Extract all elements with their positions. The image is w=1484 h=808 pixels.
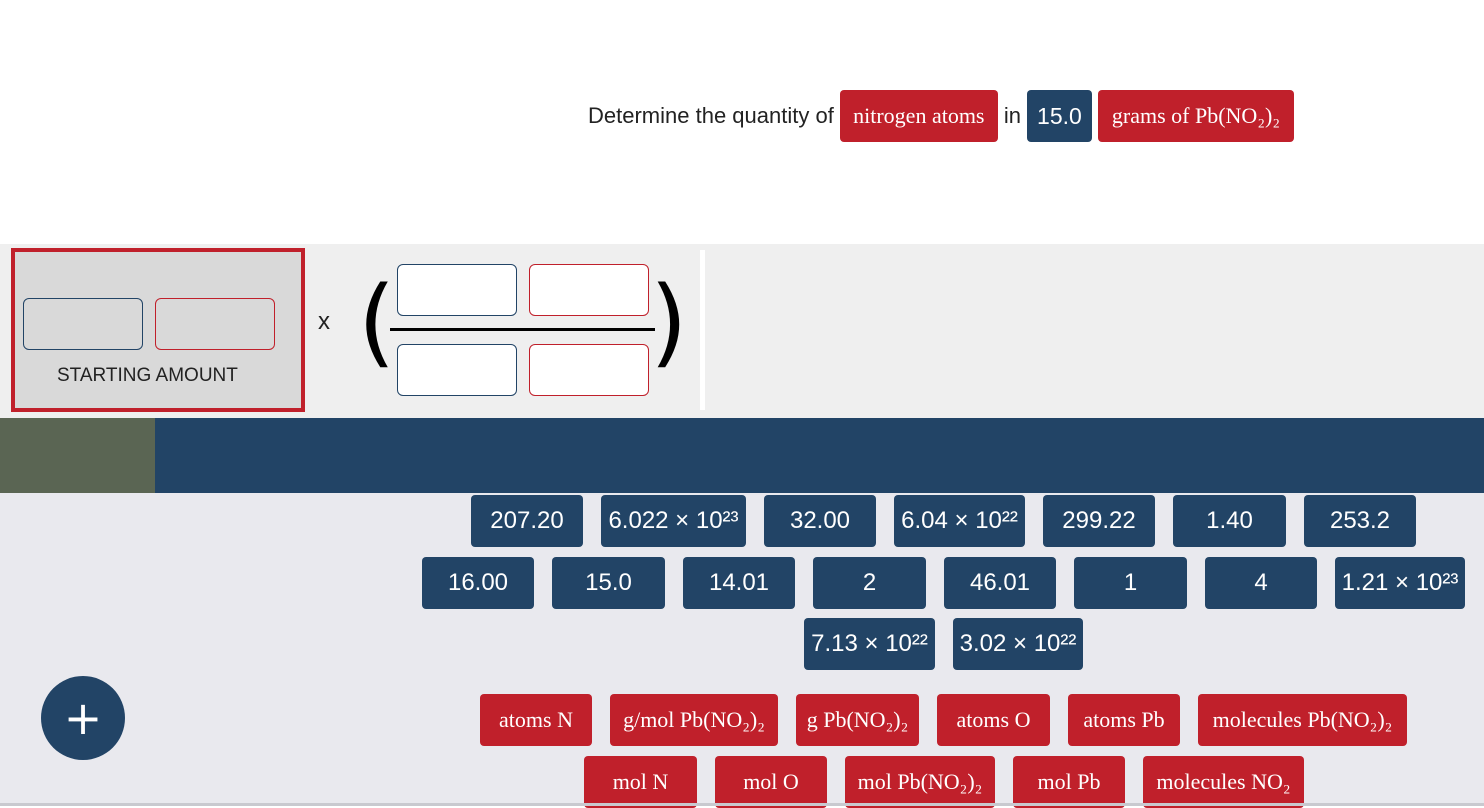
number-tile[interactable]: 1.40 — [1173, 495, 1286, 547]
question-prefix: Determine the quantity of — [588, 103, 834, 128]
unit-tile[interactable]: atoms N — [480, 694, 592, 746]
unit-tile[interactable]: mol O — [715, 756, 827, 808]
number-tile[interactable]: 6.04 × 10²² — [894, 495, 1025, 547]
number-tile[interactable]: 3.02 × 10²² — [953, 618, 1083, 670]
given-unit-tag: grams of Pb(NO₂)₂ — [1097, 90, 1294, 142]
tray-bottom-border — [0, 803, 1484, 806]
unit-tile[interactable]: mol Pb(NO₂)₂ — [845, 756, 995, 808]
unit-tile[interactable]: atoms O — [937, 694, 1050, 746]
unit-tile[interactable]: atoms Pb — [1068, 694, 1180, 746]
target-unit-tag: nitrogen atoms — [839, 90, 998, 142]
workspace-divider — [700, 250, 705, 410]
starting-amount-unit-slot[interactable] — [155, 298, 275, 350]
fraction-bar — [390, 328, 655, 331]
denominator-unit-slot[interactable] — [529, 344, 649, 396]
number-tile[interactable]: 2 — [813, 557, 926, 609]
number-tile[interactable]: 4 — [1205, 557, 1317, 609]
given-amount-tag: 15.0 — [1026, 90, 1092, 142]
plus-icon: + — [63, 691, 103, 745]
unit-tile[interactable]: g/mol Pb(NO₂)₂ — [610, 694, 778, 746]
number-tile[interactable]: 299.22 — [1043, 495, 1155, 547]
number-tile[interactable]: 15.0 — [552, 557, 665, 609]
unit-tile[interactable]: molecules NO₂ — [1143, 756, 1304, 808]
right-parenthesis: ) — [650, 266, 688, 378]
left-parenthesis: ( — [358, 266, 396, 378]
multiply-operator: x — [318, 308, 330, 335]
number-tile[interactable]: 253.2 — [1304, 495, 1416, 547]
number-tile[interactable]: 6.022 × 10²³ — [601, 495, 746, 547]
numerator-value-slot[interactable] — [397, 264, 517, 316]
number-tile[interactable]: 1 — [1074, 557, 1187, 609]
numerator-unit-slot[interactable] — [529, 264, 649, 316]
number-tile[interactable]: 16.00 — [422, 557, 534, 609]
starting-amount-value-slot[interactable] — [23, 298, 143, 350]
number-tile[interactable]: 1.21 × 10²³ — [1335, 557, 1465, 609]
unit-tile[interactable]: g Pb(NO₂)₂ — [796, 694, 919, 746]
denominator-value-slot[interactable] — [397, 344, 517, 396]
unit-tile[interactable]: mol N — [584, 756, 697, 808]
question-prompt: Determine the quantity of nitrogen atoms… — [588, 90, 1294, 142]
number-tile[interactable]: 7.13 × 10²² — [804, 618, 935, 670]
starting-amount-label: STARTING AMOUNT — [57, 365, 238, 386]
unit-tile[interactable]: mol Pb — [1013, 756, 1125, 808]
answer-swatch — [0, 418, 155, 493]
add-factor-button[interactable]: + — [41, 676, 125, 760]
number-tile[interactable]: 46.01 — [944, 557, 1056, 609]
question-connector: in — [1003, 103, 1021, 128]
number-tile[interactable]: 32.00 — [764, 495, 876, 547]
answer-bar — [0, 418, 1484, 493]
number-tile[interactable]: 207.20 — [471, 495, 583, 547]
unit-tile[interactable]: molecules Pb(NO₂)₂ — [1198, 694, 1407, 746]
starting-amount-box — [11, 248, 305, 412]
number-tile[interactable]: 14.01 — [683, 557, 795, 609]
